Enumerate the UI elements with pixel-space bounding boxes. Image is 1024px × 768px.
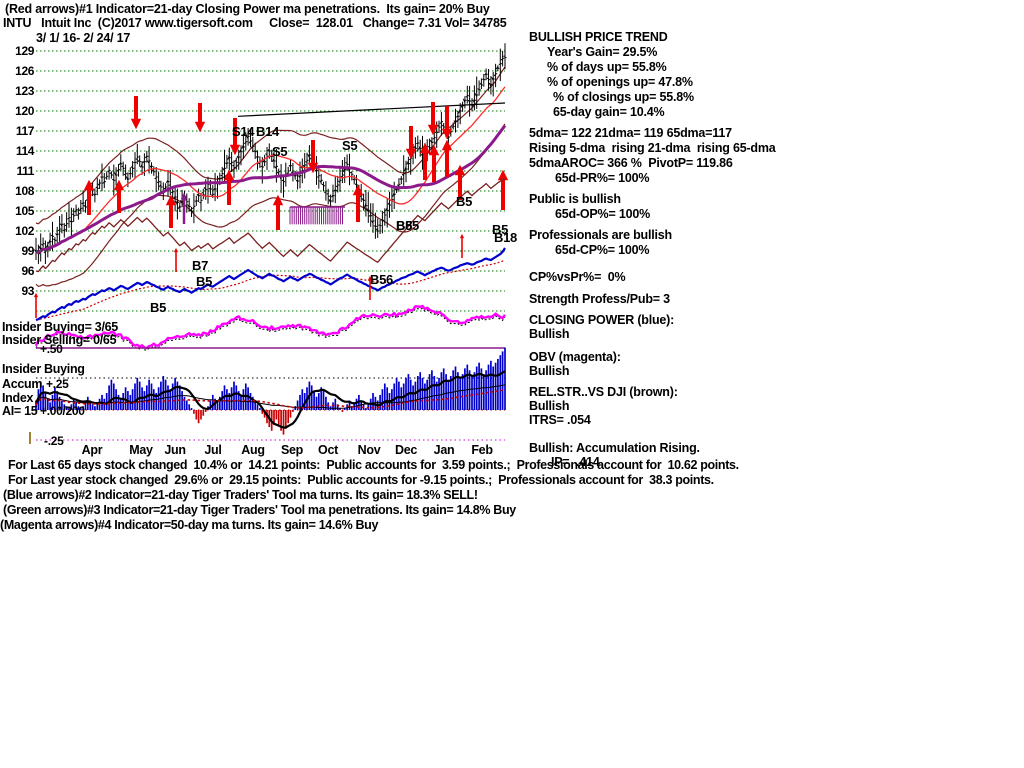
insider-buying-label: Insider Buying= 3/65 bbox=[2, 320, 118, 334]
panel-ip-line: IP= .414 bbox=[551, 455, 600, 469]
panel-title: BULLISH PRICE TREND bbox=[529, 30, 668, 44]
panel-relstr-title: REL.STR..VS DJI (brown): bbox=[529, 385, 678, 399]
panel-stat-years-gain: Year's Gain= 29.5% bbox=[547, 45, 658, 59]
y-tick-label: 129 bbox=[15, 44, 34, 58]
analysis-panel: BULLISH PRICE TREND Year's Gain= 29.5% %… bbox=[529, 30, 859, 469]
chart-signal-label: B5 bbox=[196, 274, 213, 289]
accum-index-value: AI= 15 bbox=[2, 404, 38, 418]
chart-signal-label: B18 bbox=[494, 230, 517, 245]
chart-signal-label: B7 bbox=[192, 258, 209, 273]
x-tick-label: Aug bbox=[241, 443, 265, 457]
accum-scale-plus50: +.50 bbox=[40, 342, 63, 356]
chart-signal-label: B5 bbox=[492, 222, 509, 237]
chart-signal-label: B56 bbox=[370, 272, 393, 287]
chart-signal-label: S14 bbox=[232, 124, 255, 139]
chart-signal-label: S5 bbox=[272, 144, 288, 159]
y-tick-label: 126 bbox=[15, 64, 34, 78]
panel-public-line: Public is bullish bbox=[529, 192, 621, 206]
panel-cp-line: 65d-CP%= 100% bbox=[555, 243, 650, 257]
footer-line-1: For Last 65 days stock changed 10.4% or … bbox=[8, 458, 739, 472]
price-y-axis: 129 126 123 120 117 114 111 108 105 102 99 96 93 bbox=[0, 0, 36, 310]
footer-line-3: (Blue arrows)#2 Indicator=21-day Tiger T… bbox=[3, 488, 478, 502]
header-indicator-line: (Red arrows)#1 Indicator=21-day Closing … bbox=[5, 2, 490, 16]
accum-panel-title-3: Index bbox=[2, 391, 34, 405]
y-tick-label: 117 bbox=[15, 124, 35, 138]
panel-op-line: 65d-OP%= 100% bbox=[555, 207, 651, 221]
accum-panel-title-2: Accum bbox=[2, 377, 43, 391]
y-tick-label: 102 bbox=[15, 224, 34, 238]
y-tick-label: 120 bbox=[15, 104, 34, 118]
y-tick-label: 99 bbox=[21, 244, 34, 258]
x-tick-label: Sep bbox=[280, 443, 304, 457]
y-tick-label: 108 bbox=[15, 184, 34, 198]
footer-line-4: (Green arrows)#3 Indicator=21-day Tiger … bbox=[3, 503, 516, 517]
chart-annotations: S14 B14 S5 S5 B5 B7 B5 B5 B5 B85 B56 B5 B18 bbox=[0, 0, 520, 440]
y-tick-label: 123 bbox=[15, 84, 34, 98]
accum-scale-minus25: -.25 bbox=[44, 434, 64, 448]
panel-closing-power-title: CLOSING POWER (blue): bbox=[529, 313, 675, 327]
panel-accum-line: Bullish: Accumulation Rising. bbox=[529, 441, 700, 455]
x-tick-label: May bbox=[129, 443, 153, 457]
panel-pr-line: 65d-PR%= 100% bbox=[555, 171, 650, 185]
x-tick-label: Oct bbox=[318, 443, 338, 457]
y-tick-label: 96 bbox=[21, 264, 34, 278]
y-tick-label: 111 bbox=[16, 164, 35, 178]
x-tick-label: Dec bbox=[394, 443, 418, 457]
y-tick-label: 114 bbox=[15, 144, 35, 158]
x-tick-label: Jan bbox=[433, 443, 455, 457]
price-chart-canvas[interactable] bbox=[0, 38, 520, 448]
accum-panel-title-1: Insider Buying bbox=[2, 362, 85, 376]
panel-relstr-value: Bullish bbox=[529, 399, 570, 413]
panel-stat-65day-gain: 65-day gain= 10.4% bbox=[553, 105, 665, 119]
header-ticker-line: INTU Intuit Inc (C)2017 www.tigersoft.co… bbox=[3, 16, 507, 30]
panel-aroc-line: 5dmaAROC= 366 % PivotP= 119.86 bbox=[529, 156, 733, 170]
y-tick-label: 93 bbox=[21, 284, 34, 298]
month-x-axis: Apr May Jun Jul Aug Sep Oct Nov Dec Jan Feb bbox=[0, 443, 520, 459]
x-tick-label: Jun bbox=[164, 443, 186, 457]
panel-rising-line: Rising 5-dma rising 21-dma rising 65-dma bbox=[529, 141, 776, 155]
footer-line-5: (Magenta arrows)#4 Indicator=50-day ma t… bbox=[0, 518, 379, 532]
panel-stat-openings-up: % of openings up= 47.8% bbox=[547, 75, 693, 89]
chart-signal-label: B5 bbox=[396, 218, 413, 233]
insider-selling-label: Insider Selling= 0/65 bbox=[2, 333, 117, 347]
panel-itrs-line: ITRS= .054 bbox=[529, 413, 591, 427]
panel-dma-line: 5dma= 122 21dma= 119 65dma=117 bbox=[529, 126, 732, 140]
panel-professionals-line: Professionals are bullish bbox=[529, 228, 672, 242]
x-tick-label: Apr bbox=[81, 443, 103, 457]
panel-cpvspr-line: CP%vsPr%= 0% bbox=[529, 270, 626, 284]
x-tick-label: Jul bbox=[204, 443, 222, 457]
y-tick-label: 105 bbox=[15, 204, 34, 218]
x-tick-label: Feb bbox=[471, 443, 493, 457]
footer-line-2: For Last year stock changed 29.6% or 29.… bbox=[8, 473, 714, 487]
accum-scale-zero: +.00/200 bbox=[40, 404, 85, 418]
header-date-range: 3/ 1/ 16- 2/ 24/ 17 bbox=[36, 31, 131, 45]
panel-obv-value: Bullish bbox=[529, 364, 570, 378]
accum-scale-plus25: +.25 bbox=[46, 377, 69, 391]
x-tick-label: Nov bbox=[357, 443, 381, 457]
panel-obv-title: OBV (magenta): bbox=[529, 350, 621, 364]
chart-signal-label: B5 bbox=[150, 300, 167, 315]
chart-signal-label: B85 bbox=[396, 218, 419, 233]
panel-strength-line: Strength Profess/Pub= 3 bbox=[529, 292, 670, 306]
panel-closing-power-value: Bullish bbox=[529, 327, 570, 341]
chart-signal-label: B5 bbox=[456, 194, 473, 209]
chart-signal-label: B14 bbox=[256, 124, 279, 139]
chart-signal-label: S5 bbox=[342, 138, 358, 153]
panel-stat-days-up: % of days up= 55.8% bbox=[547, 60, 667, 74]
panel-stat-closings-up: % of closings up= 55.8% bbox=[553, 90, 694, 104]
